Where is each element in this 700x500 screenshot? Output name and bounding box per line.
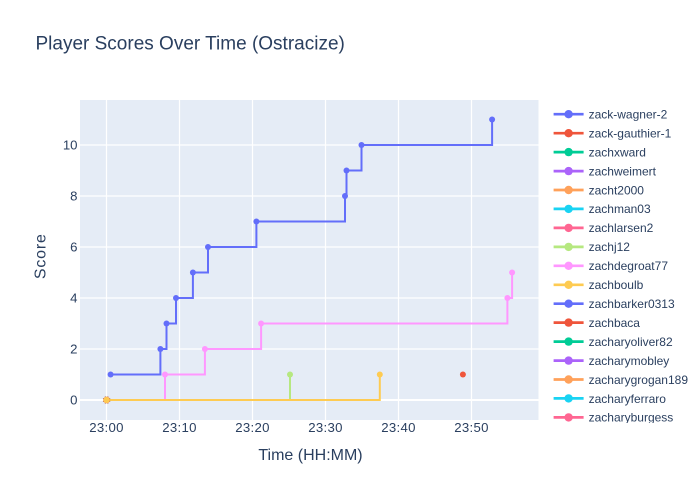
svg-text:zachdegroat77: zachdegroat77 (589, 259, 669, 273)
svg-text:4: 4 (70, 291, 77, 306)
svg-text:zacharyburgess: zacharyburgess (589, 411, 674, 425)
svg-text:10: 10 (63, 138, 78, 153)
svg-text:zack-gauthier-1: zack-gauthier-1 (589, 127, 672, 141)
svg-text:23:30: 23:30 (308, 420, 343, 435)
svg-text:6: 6 (70, 240, 77, 255)
svg-text:zachbarker0313: zachbarker0313 (589, 297, 675, 311)
svg-text:zacharymobley: zacharymobley (589, 354, 670, 368)
svg-text:23:00: 23:00 (89, 420, 124, 435)
svg-text:Time (HH:MM): Time (HH:MM) (258, 447, 362, 464)
svg-text:zack-wagner-2: zack-wagner-2 (589, 108, 668, 122)
svg-text:Score: Score (33, 233, 50, 279)
svg-text:zacht2000: zacht2000 (589, 183, 645, 197)
svg-text:23:50: 23:50 (454, 420, 489, 435)
svg-text:zachboulb: zachboulb (589, 278, 644, 292)
svg-text:zacharyferraro: zacharyferraro (589, 392, 667, 406)
svg-text:Player Scores Over Time (Ostra: Player Scores Over Time (Ostracize) (36, 34, 345, 55)
svg-text:23:40: 23:40 (381, 420, 416, 435)
svg-text:zacharygrogan189: zacharygrogan189 (589, 373, 689, 387)
svg-text:8: 8 (70, 189, 77, 204)
svg-text:zachman03: zachman03 (589, 202, 651, 216)
svg-text:2: 2 (70, 342, 77, 357)
svg-text:23:20: 23:20 (235, 420, 270, 435)
svg-text:zachxward: zachxward (589, 145, 646, 159)
svg-text:zachj12: zachj12 (589, 240, 631, 254)
svg-text:zachweimert: zachweimert (589, 164, 657, 178)
svg-text:23:10: 23:10 (162, 420, 197, 435)
svg-text:zachbaca: zachbaca (589, 316, 641, 330)
svg-text:zacharyoliver82: zacharyoliver82 (589, 335, 673, 349)
svg-text:0: 0 (70, 393, 77, 408)
svg-text:zachlarsen2: zachlarsen2 (589, 221, 654, 235)
